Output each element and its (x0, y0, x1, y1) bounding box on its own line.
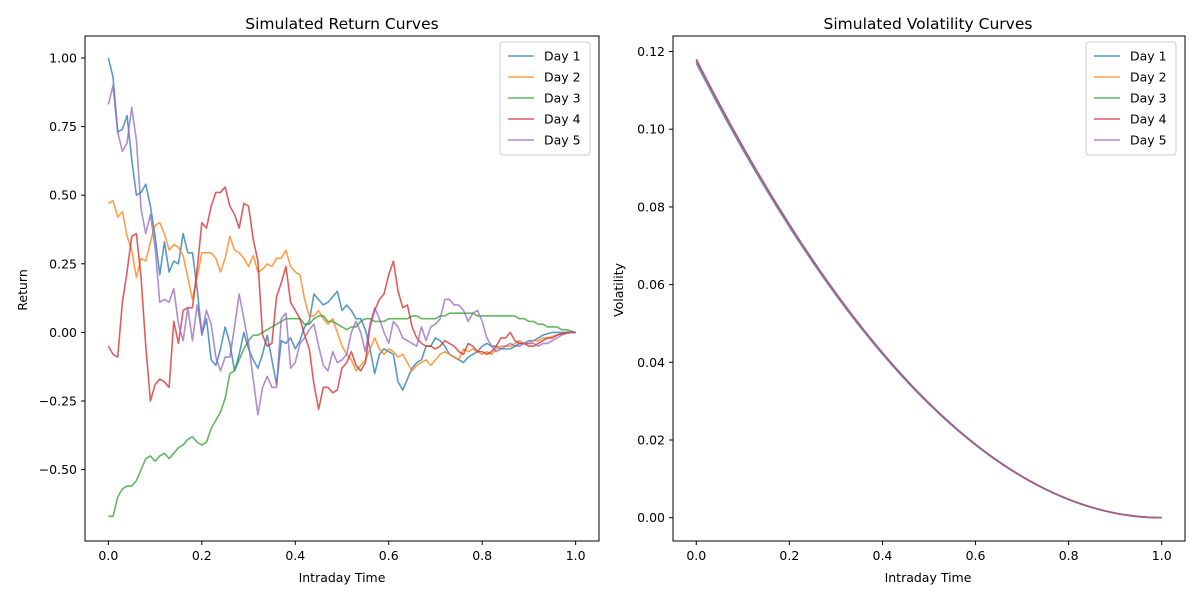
y-tick-label: 0.06 (637, 277, 665, 292)
y-tick-label: 0.08 (637, 199, 665, 214)
series-lines (695, 58, 1162, 519)
x-tick-label: 0.6 (379, 548, 399, 563)
y-tick-label: 0.00 (637, 510, 665, 525)
x-tick-label: 0.4 (285, 548, 305, 563)
y-tick-label: 0.04 (637, 355, 665, 370)
legend-label: Day 3 (1130, 91, 1167, 106)
legend-label: Day 4 (544, 112, 581, 127)
y-tick-label: 0.25 (49, 256, 77, 271)
y-tick-label: 0.12 (637, 44, 665, 59)
series-line-5 (107, 84, 576, 416)
x-tick-label: 1.0 (1152, 548, 1172, 563)
legend-label: Day 1 (1130, 49, 1167, 64)
return-chart: Simulated Return Curves Intraday Time Re… (15, 15, 600, 585)
series-line-4 (107, 186, 576, 411)
legend: Day 1 Day 2 Day 3 Day 4 Day 5 (1085, 41, 1177, 156)
y-tick-label: −0.50 (39, 462, 77, 477)
series-line-3 (108, 312, 576, 518)
series-line-2 (107, 199, 576, 372)
y-tick-label: 0.75 (49, 119, 77, 134)
x-tick-label: 0.0 (686, 548, 706, 563)
series-line-5 (695, 60, 1162, 519)
legend-label: Day 4 (1130, 112, 1167, 127)
legend-box (1085, 41, 1177, 156)
x-tick-label: 0.8 (472, 548, 492, 563)
y-tick-label: −0.25 (39, 394, 77, 409)
volatility-chart: Simulated Volatility Curves Intraday Tim… (611, 15, 1186, 585)
x-tick-label: 0.2 (779, 548, 799, 563)
legend-label: Day 2 (544, 70, 581, 85)
x-tick-label: 0.0 (98, 548, 118, 563)
legend-label: Day 2 (1130, 70, 1167, 85)
y-tick-label: 0.10 (637, 122, 665, 137)
legend-label: Day 1 (544, 49, 581, 64)
legend-box (499, 41, 591, 156)
y-tick-label: 0.00 (49, 325, 77, 340)
x-axis-label: Intraday Time (299, 570, 386, 585)
chart-title: Simulated Return Curves (245, 15, 438, 33)
y-axis-label: Return (15, 269, 30, 310)
plot-frame (84, 35, 600, 542)
y-tick-label: 1.00 (49, 50, 77, 65)
plot-frame (672, 35, 1186, 542)
y-axis-label: Volatility (611, 262, 626, 317)
x-tick-label: 0.6 (966, 548, 986, 563)
x-axis-label: Intraday Time (885, 570, 972, 585)
y-tick-label: 0.50 (49, 188, 77, 203)
legend-label: Day 5 (544, 133, 581, 148)
legend-label: Day 3 (544, 91, 581, 106)
chart-title: Simulated Volatility Curves (824, 15, 1033, 33)
legend-label: Day 5 (1130, 133, 1167, 148)
series-lines (107, 57, 576, 518)
x-tick-label: 0.4 (873, 548, 893, 563)
x-tick-label: 1.0 (566, 548, 586, 563)
y-tick-label: 0.02 (637, 433, 665, 448)
x-tick-label: 0.8 (1059, 548, 1079, 563)
x-tick-label: 0.2 (192, 548, 212, 563)
legend: Day 1 Day 2 Day 3 Day 4 Day 5 (499, 41, 591, 156)
